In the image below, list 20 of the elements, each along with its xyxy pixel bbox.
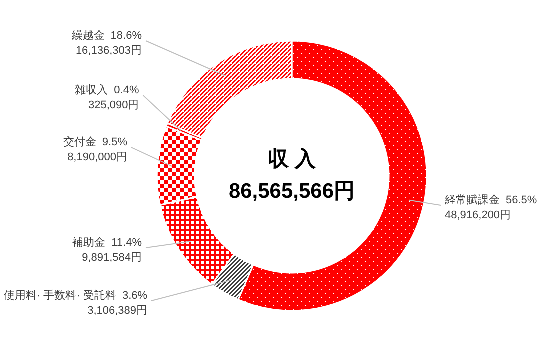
text: 56.5%	[506, 194, 538, 206]
text: 収 入	[268, 148, 317, 171]
slice-label: 交付金	[63, 136, 96, 149]
text: 9.5%	[102, 136, 128, 149]
slice-label: 補助金	[72, 236, 106, 250]
data-label: 16,136,303円	[76, 45, 142, 57]
data-label: 325,090円	[88, 100, 140, 112]
text: 0.4%	[114, 84, 140, 97]
data-label: 8,190,000円	[68, 152, 128, 164]
text: 86,565,566円	[228, 180, 356, 203]
data-label: 3,106,389円	[88, 305, 148, 317]
slice-label: 繰越金	[70, 29, 105, 42]
slice-label: 使用料· 手数料· 受託料	[4, 289, 116, 302]
data-label: 48,916,200円	[445, 210, 512, 222]
text: 18.6%	[110, 30, 142, 42]
text: 3.6%	[122, 290, 148, 302]
slice-label: 経常賦課金	[444, 194, 500, 206]
slice-label: 雑収入	[75, 84, 108, 97]
text: 11.4%	[112, 237, 142, 250]
data-label: 9,891,584円	[82, 252, 142, 264]
